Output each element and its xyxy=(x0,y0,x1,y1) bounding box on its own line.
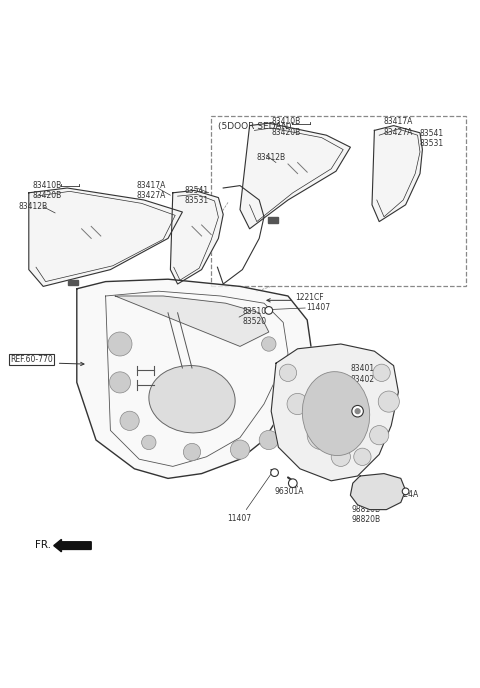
Circle shape xyxy=(354,448,371,466)
Circle shape xyxy=(370,426,389,445)
Circle shape xyxy=(183,443,201,461)
Text: 11407: 11407 xyxy=(227,515,251,524)
Text: 98810B
98820B: 98810B 98820B xyxy=(351,505,381,524)
Bar xyxy=(68,280,78,286)
Circle shape xyxy=(373,364,390,381)
Circle shape xyxy=(288,479,297,488)
Text: 1221CF: 1221CF xyxy=(295,293,324,302)
Circle shape xyxy=(331,447,350,466)
Polygon shape xyxy=(77,279,312,478)
Text: 83541
83531: 83541 83531 xyxy=(185,186,209,205)
Text: 83410B
83420B: 83410B 83420B xyxy=(33,181,62,200)
Circle shape xyxy=(287,394,308,415)
Circle shape xyxy=(142,436,156,449)
Text: 83401
83402: 83401 83402 xyxy=(350,364,374,383)
Text: 83412B: 83412B xyxy=(18,202,48,211)
FancyBboxPatch shape xyxy=(211,116,466,286)
Circle shape xyxy=(279,359,297,376)
Circle shape xyxy=(307,421,336,449)
Text: REF.60-770: REF.60-770 xyxy=(11,355,53,364)
Circle shape xyxy=(265,307,273,314)
Text: FR.: FR. xyxy=(35,539,50,550)
Circle shape xyxy=(109,372,131,393)
Text: 83417A
83427A: 83417A 83427A xyxy=(384,118,413,137)
Polygon shape xyxy=(29,188,182,286)
Polygon shape xyxy=(240,123,350,229)
Text: 83510
83520: 83510 83520 xyxy=(242,307,266,326)
Polygon shape xyxy=(271,344,398,481)
Circle shape xyxy=(262,337,276,351)
Text: 83417A
83427A: 83417A 83427A xyxy=(137,181,166,200)
Text: 1731JE: 1731JE xyxy=(336,397,362,406)
Text: 83410B
83420B: 83410B 83420B xyxy=(271,118,300,137)
Text: 96301A: 96301A xyxy=(274,487,304,496)
Bar xyxy=(268,217,278,223)
Circle shape xyxy=(278,397,298,416)
Text: 83412B: 83412B xyxy=(257,153,286,162)
Polygon shape xyxy=(350,473,406,510)
FancyArrow shape xyxy=(54,539,91,552)
Text: 82424A: 82424A xyxy=(390,491,419,499)
Ellipse shape xyxy=(302,372,370,455)
Polygon shape xyxy=(372,126,422,222)
Circle shape xyxy=(402,488,409,495)
Polygon shape xyxy=(170,191,223,284)
Circle shape xyxy=(279,364,297,381)
Circle shape xyxy=(230,440,250,459)
Circle shape xyxy=(108,332,132,356)
Circle shape xyxy=(355,409,360,413)
Text: 83541
83531: 83541 83531 xyxy=(420,129,444,149)
Text: 11407: 11407 xyxy=(306,303,330,312)
Circle shape xyxy=(352,405,363,417)
Circle shape xyxy=(120,411,139,431)
Text: (5DOOR SEDAN): (5DOOR SEDAN) xyxy=(218,122,292,131)
Circle shape xyxy=(378,391,399,412)
Polygon shape xyxy=(115,296,269,346)
Circle shape xyxy=(271,469,278,477)
Circle shape xyxy=(259,431,278,449)
Ellipse shape xyxy=(149,365,235,433)
